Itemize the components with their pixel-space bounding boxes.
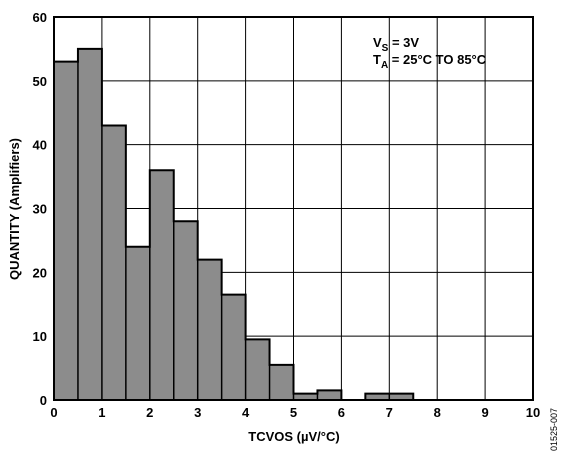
histogram-bar-8 [245, 339, 270, 400]
histogram-outline [53, 47, 533, 401]
y-tick-labels: 0 10 20 30 40 50 60 [33, 10, 47, 408]
x-tick-label-10: 10 [526, 405, 540, 420]
x-tick-label-8: 8 [434, 405, 441, 420]
x-tick-label-7: 7 [386, 405, 393, 420]
supply-voltage-annotation: VS = 3V [373, 35, 419, 54]
x-tick-label-5: 5 [290, 405, 297, 420]
x-tick-label-9: 9 [481, 405, 488, 420]
histogram-bar-1 [77, 48, 102, 401]
histogram-bar-9 [269, 364, 294, 400]
histogram-bar-0 [54, 61, 78, 400]
y-tick-label-30: 30 [33, 202, 47, 217]
histogram-bar-7 [221, 294, 246, 400]
histogram-bar-14 [389, 393, 414, 400]
x-axis-label: TCVOS (µV/°C) [248, 429, 339, 444]
y-tick-label-40: 40 [33, 138, 47, 153]
y-tick-label-20: 20 [33, 265, 47, 280]
histogram-bars [53, 47, 533, 401]
x-tick-label-2: 2 [146, 405, 153, 420]
x-tick-label-3: 3 [194, 405, 201, 420]
figure-id: 01525-007 [549, 408, 559, 451]
histogram-bar-3 [125, 246, 150, 400]
temperature-annotation: TA = 25°C TO 85°C [373, 52, 487, 71]
histogram-bar-2 [101, 125, 126, 401]
histogram-bar-11 [317, 390, 342, 400]
x-tick-label-0: 0 [50, 405, 57, 420]
histogram-bar-13 [365, 393, 390, 400]
histogram-bar-4 [149, 170, 174, 400]
plot-frame [53, 16, 534, 401]
x-tick-label-4: 4 [242, 405, 250, 420]
y-tick-label-60: 60 [33, 10, 47, 25]
histogram-bar-6 [197, 259, 222, 400]
x-tick-label-1: 1 [98, 405, 105, 420]
y-tick-label-50: 50 [33, 74, 47, 89]
histogram-bar-5 [173, 221, 198, 400]
x-tick-label-6: 6 [338, 405, 345, 420]
histogram-bar-10 [293, 393, 318, 400]
y-axis-label: QUANTITY (Amplifiers) [7, 138, 22, 280]
y-tick-label-0: 0 [40, 393, 47, 408]
y-tick-label-10: 10 [33, 329, 47, 344]
x-tick-labels: 0 1 2 3 4 5 6 7 8 9 10 [50, 405, 540, 420]
conditions-annotation: VS = 3V TA = 25°C TO 85°C [373, 35, 487, 71]
